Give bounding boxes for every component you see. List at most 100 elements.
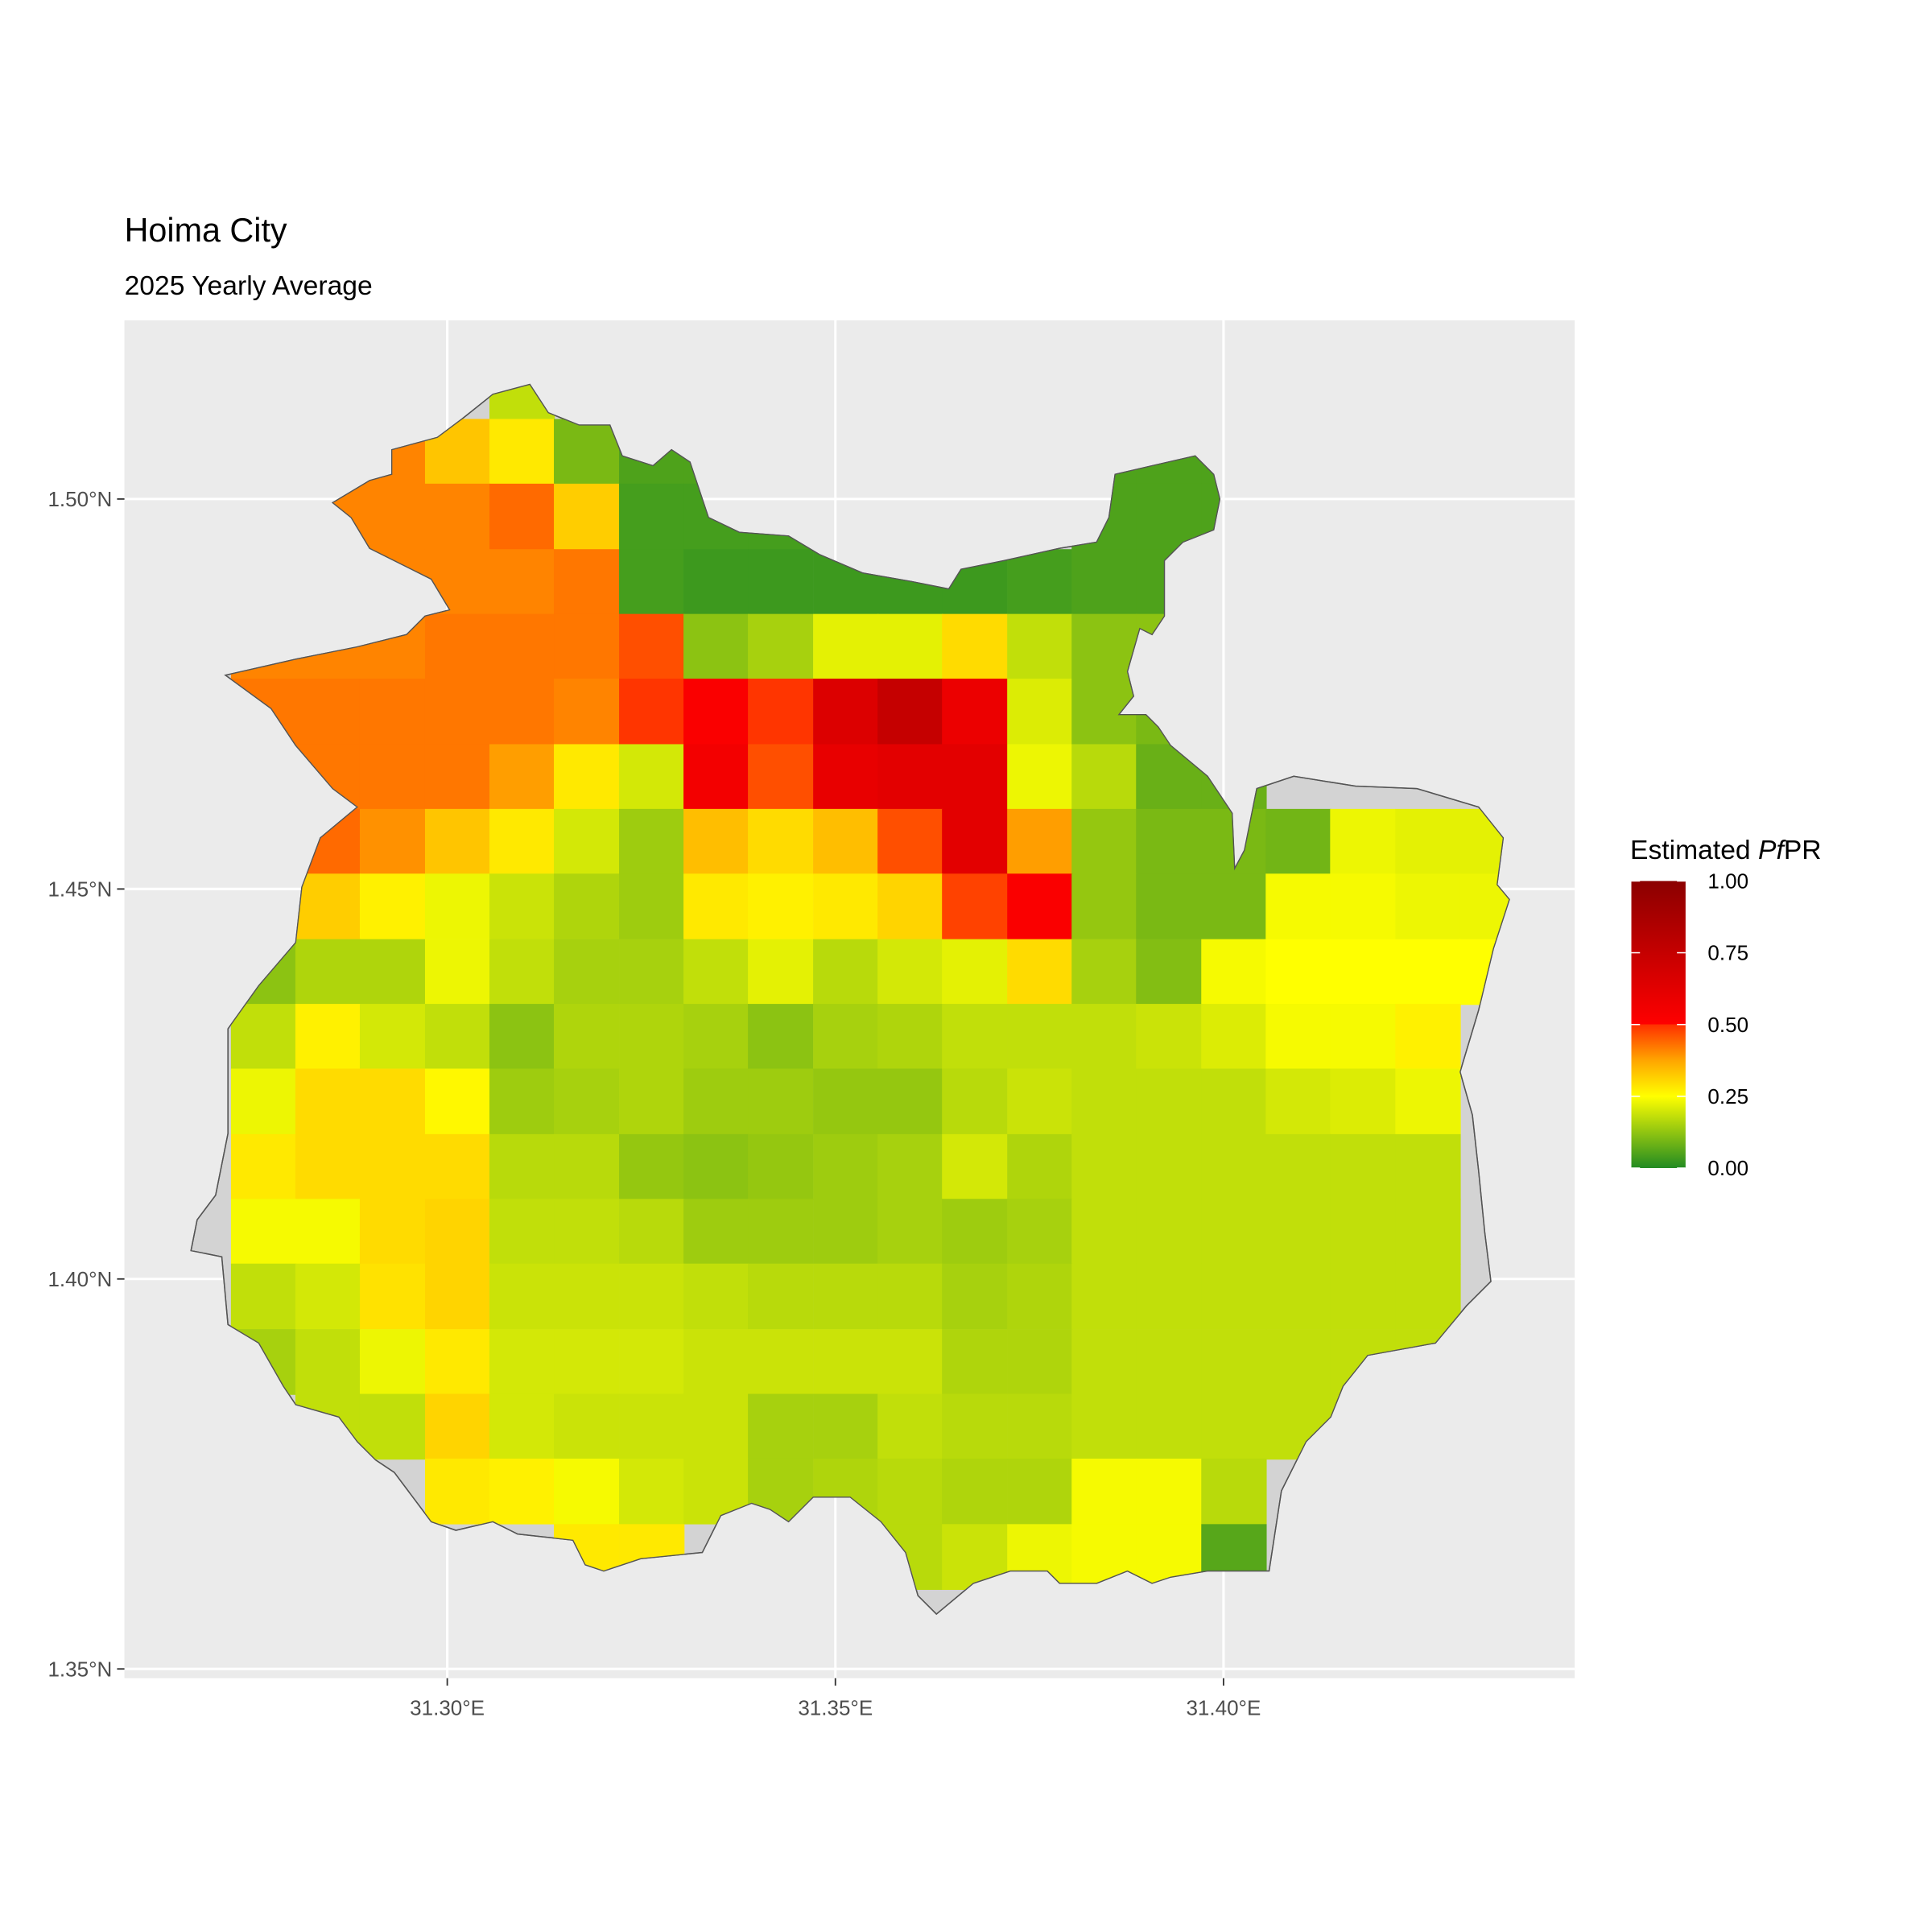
raster-cell [359, 1393, 426, 1460]
raster-cell [424, 1068, 491, 1135]
raster-cell [554, 1393, 620, 1460]
raster-cell [1071, 744, 1137, 811]
raster-cell [1136, 808, 1202, 875]
raster-cell [1201, 1458, 1267, 1525]
raster-cell [424, 1458, 491, 1525]
raster-cell [554, 679, 620, 745]
raster-cell [295, 939, 361, 1005]
raster-cell [489, 939, 555, 1005]
raster-cell [554, 808, 620, 875]
raster-cell [359, 1068, 426, 1135]
raster-cell [424, 1263, 491, 1330]
raster-cell [1330, 939, 1396, 1005]
raster-cell [748, 873, 814, 939]
raster-cell [877, 613, 943, 680]
raster-cell [813, 1133, 879, 1200]
raster-cell [1071, 1004, 1137, 1070]
legend: Estimated PfPR 1.00 0.75 0.50 0.25 0.00 [1630, 836, 1822, 1180]
raster-cell [683, 1199, 749, 1265]
raster-cell [619, 744, 685, 811]
raster-cell [489, 1133, 555, 1200]
y-tick-label: 1.45°N [47, 877, 112, 902]
raster-cell [877, 1068, 943, 1135]
raster-cell [1007, 744, 1073, 811]
plot-title: Hoima City [125, 212, 287, 249]
legend-label: 0.00 [1707, 1156, 1748, 1180]
raster-cell [1007, 1458, 1073, 1525]
raster-cell [295, 1199, 361, 1265]
raster-cell [1330, 1133, 1396, 1200]
legend-label: 0.75 [1707, 941, 1748, 965]
raster-cell [554, 873, 620, 939]
raster-cell [489, 1263, 555, 1330]
raster-cell [1201, 1133, 1267, 1200]
raster-cell [1265, 1329, 1331, 1395]
raster-cell [877, 1004, 943, 1070]
raster-cell [813, 744, 879, 811]
raster-cell [1201, 1199, 1267, 1265]
raster-cell [295, 1329, 361, 1395]
raster-cell [683, 1133, 749, 1200]
raster-cell [1395, 939, 1461, 1005]
raster-cell [1201, 939, 1267, 1005]
raster-cell [877, 1393, 943, 1460]
raster-cell [424, 1004, 491, 1070]
raster-cell [942, 744, 1008, 811]
raster-cell [295, 679, 361, 745]
raster-cell [748, 1263, 814, 1330]
raster-cell [877, 1263, 943, 1330]
raster-cell [748, 1133, 814, 1200]
raster-cell [619, 939, 685, 1005]
raster-cell [1007, 1133, 1073, 1200]
raster-cell [424, 1393, 491, 1460]
raster-cell [748, 939, 814, 1005]
raster-cell [942, 1329, 1008, 1395]
raster-cell [1395, 1133, 1461, 1200]
raster-cell [359, 1329, 426, 1395]
plot-subtitle: 2025 Yearly Average [125, 271, 373, 301]
legend-label: 1.00 [1707, 869, 1748, 894]
raster-cell [942, 613, 1008, 680]
raster-cell [554, 1004, 620, 1070]
raster-cell [1201, 1329, 1267, 1395]
raster-cell [489, 1199, 555, 1265]
raster-cell [942, 1068, 1008, 1135]
raster-cell [942, 1458, 1008, 1525]
raster-cell [619, 1329, 685, 1395]
raster-cell [489, 419, 555, 485]
raster-cell [813, 1263, 879, 1330]
raster-cell [424, 483, 491, 550]
raster-cell [813, 1004, 879, 1070]
y-tick-label: 1.40°N [47, 1267, 112, 1291]
raster-cell [1071, 613, 1137, 680]
raster-cell [1265, 1004, 1331, 1070]
raster-cell [489, 744, 555, 811]
raster-cell [748, 1068, 814, 1135]
x-tick-label: 31.40°E [1186, 1696, 1261, 1720]
raster-cell [813, 1393, 879, 1460]
raster-cell [489, 808, 555, 875]
raster-cell [683, 1393, 749, 1460]
raster-cell [813, 873, 879, 939]
raster-cell [619, 873, 685, 939]
raster-cell [1395, 873, 1461, 939]
raster-cell [1395, 1263, 1461, 1330]
raster-cell [683, 1068, 749, 1135]
raster-cell [683, 744, 749, 811]
raster-cell [359, 1263, 426, 1330]
legend-title: Estimated PfPR [1630, 836, 1822, 865]
raster-cell [295, 1133, 361, 1200]
raster-cell [619, 1199, 685, 1265]
raster-cell [1071, 1263, 1137, 1330]
legend-colorbar [1631, 881, 1686, 1169]
raster-cell [1265, 1068, 1331, 1135]
raster-cell [942, 873, 1008, 939]
raster-cell [619, 1004, 685, 1070]
raster-cell [1395, 1004, 1461, 1070]
raster-cell [1007, 808, 1073, 875]
raster-cell [1071, 549, 1137, 615]
raster-cell [619, 1068, 685, 1135]
raster-cell [942, 939, 1008, 1005]
raster-cell [1265, 1199, 1331, 1265]
